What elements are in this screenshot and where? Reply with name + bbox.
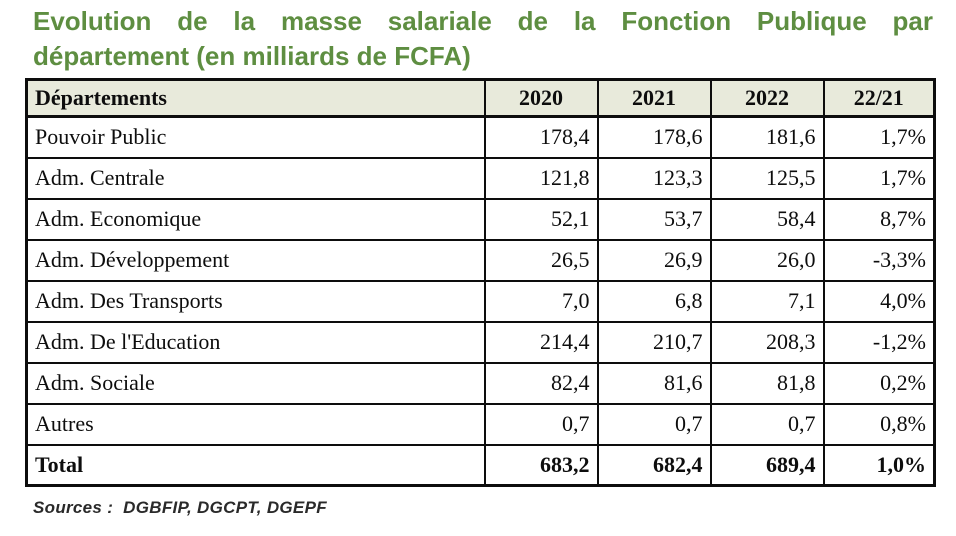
evolution-cell: -1,2% bbox=[822, 320, 936, 364]
column-header-2022: 2022 bbox=[709, 78, 825, 118]
evolution-cell: 0,8% bbox=[822, 402, 936, 446]
dept-name-cell: Total bbox=[25, 443, 486, 487]
value-2021-cell: 123,3 bbox=[596, 156, 712, 200]
dept-name-cell: Adm. Développement bbox=[25, 238, 486, 282]
column-header-departements: Départements bbox=[25, 78, 486, 118]
evolution-cell: 1,7% bbox=[822, 156, 936, 200]
dept-name-cell: Adm. Des Transports bbox=[25, 279, 486, 323]
sources-label: Sources : bbox=[33, 498, 114, 517]
value-2022-cell: 26,0 bbox=[709, 238, 825, 282]
table-row: Adm. Economique 52,1 53,7 58,4 8,7% bbox=[25, 197, 936, 241]
table-row: Adm. De l'Education 214,4 210,7 208,3 -1… bbox=[25, 320, 936, 364]
page-title-line-2: département (en milliards de FCFA) bbox=[33, 41, 471, 71]
table-body: Pouvoir Public 178,4 178,6 181,6 1,7% Ad… bbox=[25, 115, 936, 487]
page-title-line-1: Evolution de la masse salariale de la Fo… bbox=[33, 6, 933, 36]
value-2021-cell: 682,4 bbox=[596, 443, 712, 487]
table-row: Autres 0,7 0,7 0,7 0,8% bbox=[25, 402, 936, 446]
value-2021-cell: 53,7 bbox=[596, 197, 712, 241]
table-header-row: Départements 2020 2021 2022 22/21 bbox=[25, 78, 936, 118]
table-row: Adm. Sociale 82,4 81,6 81,8 0,2% bbox=[25, 361, 936, 405]
table-header: Départements 2020 2021 2022 22/21 bbox=[25, 78, 936, 118]
value-2021-cell: 81,6 bbox=[596, 361, 712, 405]
sources-line: Sources : DGBFIP, DGCPT, DGEPF bbox=[33, 498, 327, 518]
evolution-cell: 1,7% bbox=[822, 115, 936, 159]
table-row: Adm. Développement 26,5 26,9 26,0 -3,3% bbox=[25, 238, 936, 282]
column-header-2020: 2020 bbox=[483, 78, 599, 118]
value-2020-cell: 52,1 bbox=[483, 197, 599, 241]
value-2020-cell: 121,8 bbox=[483, 156, 599, 200]
column-header-2021: 2021 bbox=[596, 78, 712, 118]
table-row-total: Total 683,2 682,4 689,4 1,0% bbox=[25, 443, 936, 487]
page-title: Evolution de la masse salariale de la Fo… bbox=[33, 4, 933, 74]
value-2022-cell: 208,3 bbox=[709, 320, 825, 364]
value-2022-cell: 181,6 bbox=[709, 115, 825, 159]
dept-name-cell: Autres bbox=[25, 402, 486, 446]
evolution-cell: 8,7% bbox=[822, 197, 936, 241]
column-header-22-21: 22/21 bbox=[822, 78, 936, 118]
dept-name-cell: Adm. Centrale bbox=[25, 156, 486, 200]
value-2020-cell: 0,7 bbox=[483, 402, 599, 446]
value-2021-cell: 6,8 bbox=[596, 279, 712, 323]
value-2022-cell: 58,4 bbox=[709, 197, 825, 241]
evolution-cell: 4,0% bbox=[822, 279, 936, 323]
table-row: Adm. Des Transports 7,0 6,8 7,1 4,0% bbox=[25, 279, 936, 323]
value-2020-cell: 82,4 bbox=[483, 361, 599, 405]
dept-name-cell: Adm. Sociale bbox=[25, 361, 486, 405]
table-row: Adm. Centrale 121,8 123,3 125,5 1,7% bbox=[25, 156, 936, 200]
evolution-cell: 0,2% bbox=[822, 361, 936, 405]
dept-name-cell: Pouvoir Public bbox=[25, 115, 486, 159]
value-2020-cell: 683,2 bbox=[483, 443, 599, 487]
table-row: Pouvoir Public 178,4 178,6 181,6 1,7% bbox=[25, 115, 936, 159]
value-2021-cell: 0,7 bbox=[596, 402, 712, 446]
dept-name-cell: Adm. De l'Education bbox=[25, 320, 486, 364]
value-2020-cell: 214,4 bbox=[483, 320, 599, 364]
evolution-cell: -3,3% bbox=[822, 238, 936, 282]
value-2022-cell: 0,7 bbox=[709, 402, 825, 446]
salary-mass-table: Départements 2020 2021 2022 22/21 Pouvoi… bbox=[25, 78, 936, 487]
dept-name-cell: Adm. Economique bbox=[25, 197, 486, 241]
value-2020-cell: 26,5 bbox=[483, 238, 599, 282]
value-2022-cell: 689,4 bbox=[709, 443, 825, 487]
value-2021-cell: 178,6 bbox=[596, 115, 712, 159]
evolution-cell: 1,0% bbox=[822, 443, 936, 487]
value-2020-cell: 7,0 bbox=[483, 279, 599, 323]
value-2021-cell: 210,7 bbox=[596, 320, 712, 364]
value-2020-cell: 178,4 bbox=[483, 115, 599, 159]
value-2021-cell: 26,9 bbox=[596, 238, 712, 282]
value-2022-cell: 125,5 bbox=[709, 156, 825, 200]
value-2022-cell: 7,1 bbox=[709, 279, 825, 323]
sources-value: DGBFIP, DGCPT, DGEPF bbox=[123, 498, 327, 517]
value-2022-cell: 81,8 bbox=[709, 361, 825, 405]
